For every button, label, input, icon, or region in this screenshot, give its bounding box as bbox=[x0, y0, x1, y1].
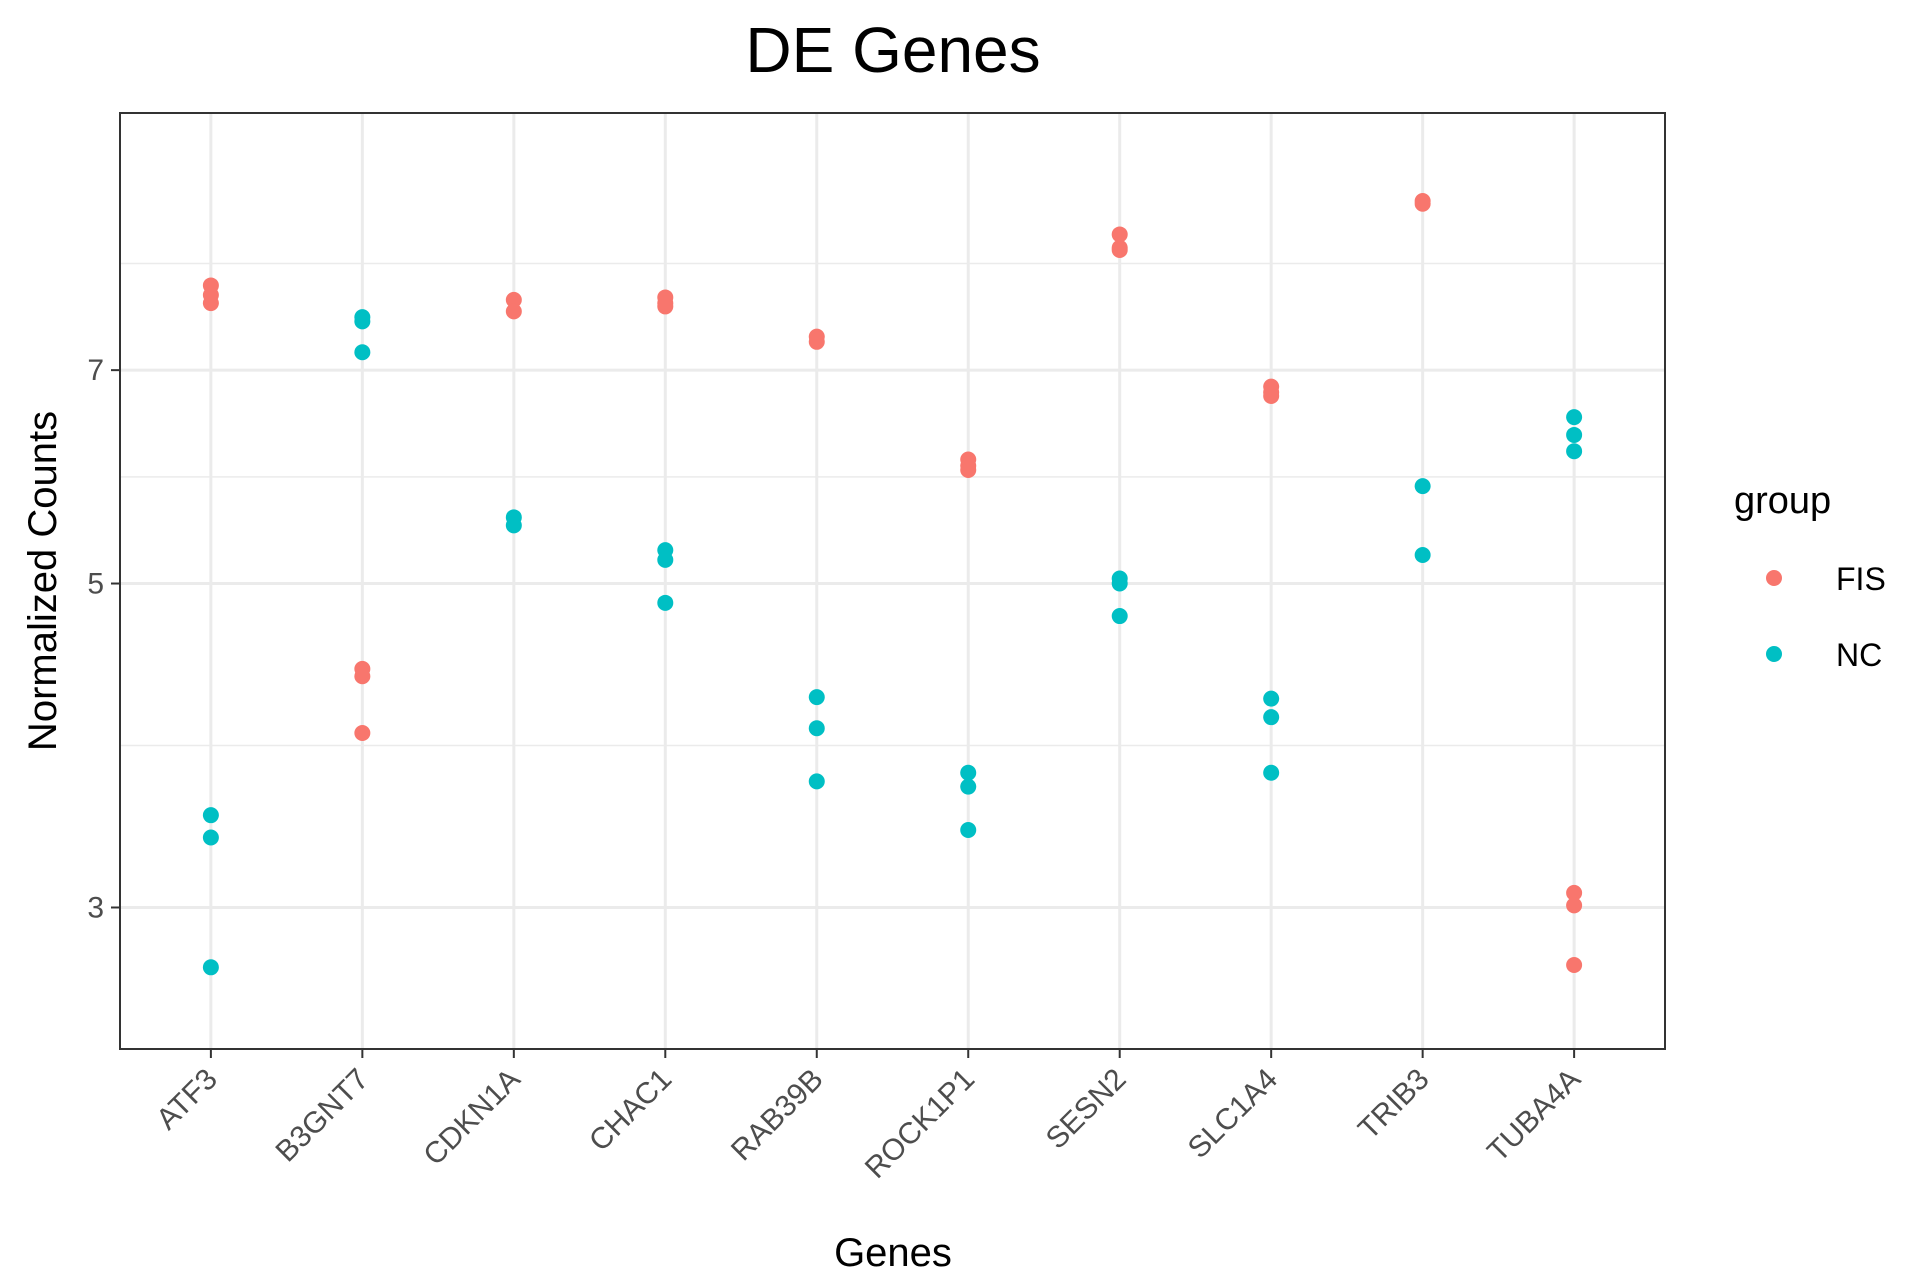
data-point-nc bbox=[1566, 443, 1583, 460]
data-point-nc bbox=[1566, 409, 1583, 426]
data-point-nc bbox=[808, 689, 825, 706]
data-point-nc bbox=[354, 344, 371, 361]
legend: group FIS NC bbox=[1734, 480, 1886, 673]
data-point-fis bbox=[1566, 897, 1583, 914]
data-point-nc bbox=[505, 517, 522, 534]
y-tick-label: 3 bbox=[87, 891, 104, 924]
legend-key-fis bbox=[1766, 570, 1782, 586]
chart-title: DE Genes bbox=[745, 14, 1040, 86]
data-point-nc bbox=[202, 959, 219, 976]
data-point-nc bbox=[1414, 478, 1431, 495]
legend-key-nc bbox=[1766, 646, 1782, 662]
plot-panel-border bbox=[119, 112, 1666, 1050]
data-point-fis bbox=[808, 333, 825, 350]
data-point-fis bbox=[505, 303, 522, 320]
major-gridlines bbox=[120, 113, 1665, 1049]
data-point-fis bbox=[354, 725, 371, 742]
minor-gridlines bbox=[120, 262, 1665, 747]
data-point-nc bbox=[354, 313, 371, 330]
data-point-nc bbox=[960, 778, 977, 795]
data-point-nc bbox=[657, 551, 674, 568]
data-points bbox=[202, 192, 1583, 976]
data-point-nc bbox=[202, 807, 219, 824]
data-point-fis bbox=[960, 462, 977, 479]
data-point-nc bbox=[1111, 575, 1128, 592]
data-point-nc bbox=[1263, 764, 1280, 781]
data-point-fis bbox=[1414, 195, 1431, 212]
y-axis: 3 5 7 bbox=[87, 354, 120, 924]
data-point-fis bbox=[657, 298, 674, 315]
data-point-fis bbox=[1566, 884, 1583, 901]
data-point-nc bbox=[1263, 709, 1280, 726]
data-point-nc bbox=[202, 829, 219, 846]
y-axis-title: Normalized Counts bbox=[21, 411, 65, 751]
y-tick-label: 5 bbox=[87, 568, 104, 601]
data-point-fis bbox=[1111, 226, 1128, 243]
data-point-fis bbox=[505, 291, 522, 308]
legend-title: group bbox=[1734, 480, 1831, 522]
y-tick-label: 7 bbox=[87, 354, 104, 387]
data-point-fis bbox=[354, 668, 371, 685]
data-point-nc bbox=[657, 594, 674, 611]
legend-label-nc: NC bbox=[1836, 637, 1882, 673]
data-point-nc bbox=[1566, 426, 1583, 443]
data-point-nc bbox=[960, 764, 977, 781]
data-point-nc bbox=[1111, 608, 1128, 625]
data-point-nc bbox=[808, 720, 825, 737]
data-point-fis bbox=[1566, 956, 1583, 973]
data-point-nc bbox=[1414, 547, 1431, 564]
x-axis-title: Genes bbox=[834, 1231, 952, 1275]
data-point-nc bbox=[960, 821, 977, 838]
data-point-fis bbox=[1263, 388, 1280, 405]
data-point-fis bbox=[1111, 242, 1128, 259]
data-point-nc bbox=[1263, 690, 1280, 707]
legend-label-fis: FIS bbox=[1836, 561, 1886, 597]
data-point-fis bbox=[202, 295, 219, 312]
data-point-nc bbox=[808, 773, 825, 790]
